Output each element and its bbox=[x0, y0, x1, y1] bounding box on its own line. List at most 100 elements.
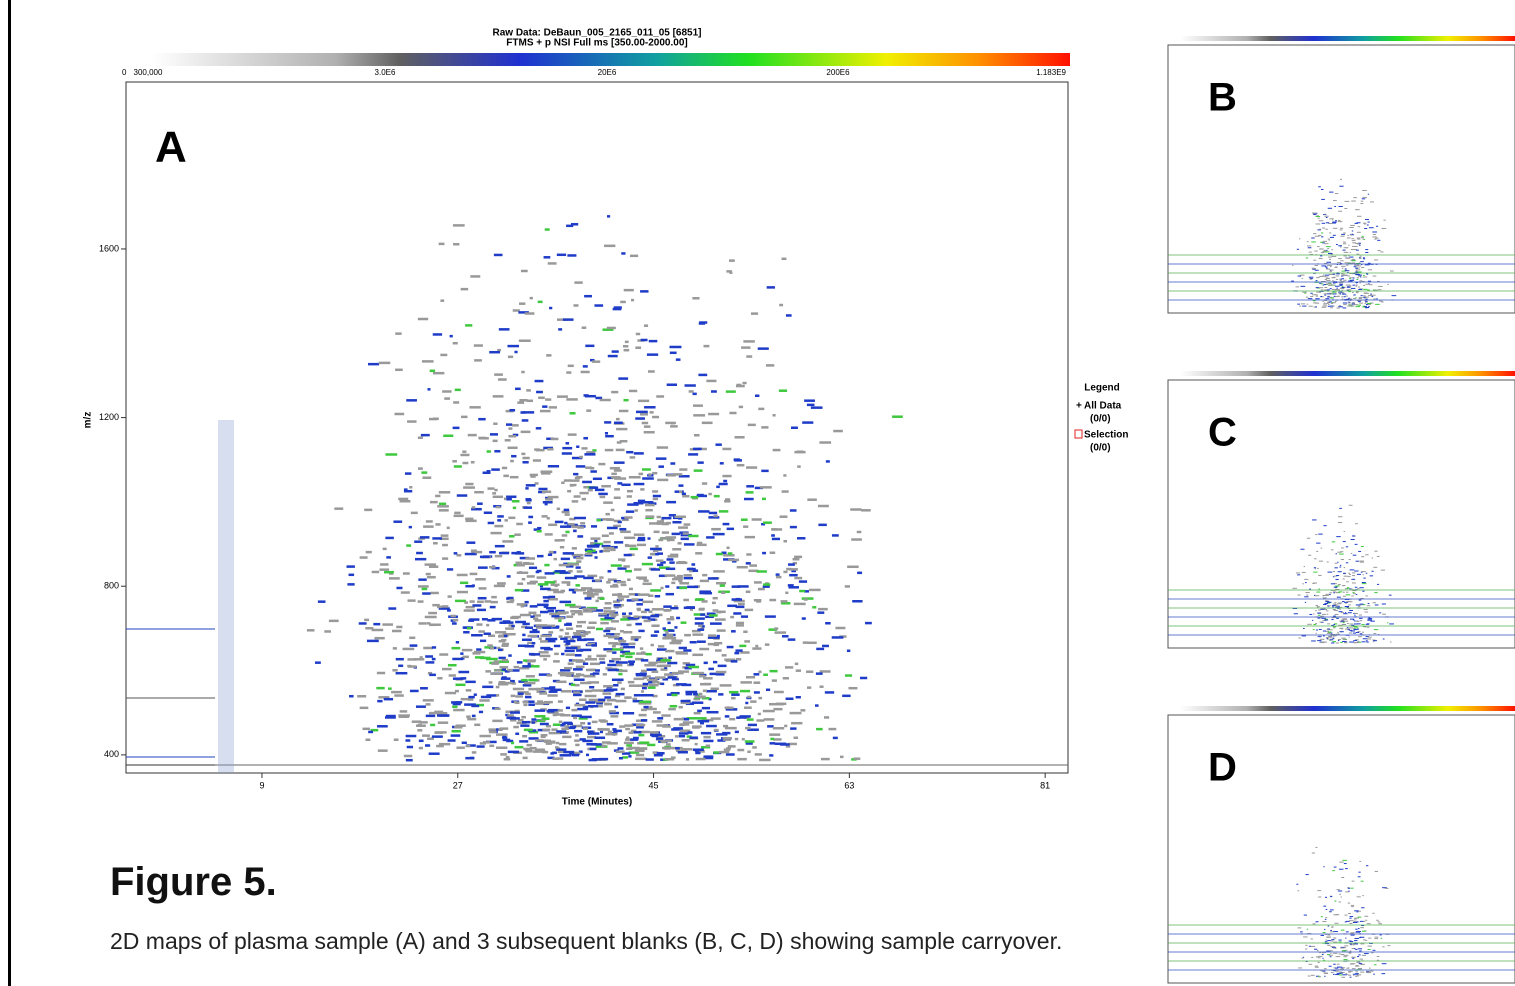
spot bbox=[1332, 289, 1335, 290]
spot bbox=[448, 595, 452, 598]
spot bbox=[800, 709, 805, 712]
spot bbox=[1337, 552, 1341, 553]
spot bbox=[1346, 581, 1349, 582]
spot bbox=[564, 672, 574, 675]
spot bbox=[1353, 197, 1357, 198]
spot bbox=[1333, 627, 1335, 628]
spot bbox=[713, 751, 719, 754]
spot bbox=[614, 422, 623, 425]
spot bbox=[816, 672, 823, 675]
spot bbox=[551, 584, 560, 587]
spot bbox=[526, 675, 535, 678]
spot bbox=[1352, 592, 1354, 593]
spot bbox=[1345, 270, 1349, 271]
spot bbox=[743, 631, 747, 634]
spot bbox=[489, 745, 494, 748]
spot bbox=[815, 704, 819, 707]
spot bbox=[1336, 592, 1337, 593]
spot bbox=[526, 659, 535, 662]
spot bbox=[1318, 218, 1320, 219]
spot bbox=[563, 318, 574, 321]
spot bbox=[1322, 614, 1326, 615]
spot bbox=[588, 608, 596, 611]
spot bbox=[775, 631, 787, 634]
spot bbox=[1322, 228, 1325, 229]
spot bbox=[486, 694, 497, 697]
spot bbox=[1332, 292, 1337, 293]
spot bbox=[566, 627, 573, 630]
spot bbox=[842, 695, 850, 698]
spot bbox=[667, 558, 674, 561]
spot bbox=[307, 629, 315, 632]
spot bbox=[539, 488, 548, 491]
spot bbox=[551, 438, 559, 441]
spot bbox=[639, 714, 647, 717]
spot bbox=[474, 344, 483, 347]
spot bbox=[1367, 627, 1370, 628]
spot bbox=[511, 742, 514, 745]
spot bbox=[1332, 219, 1333, 220]
spot bbox=[728, 552, 733, 555]
spot bbox=[684, 543, 695, 546]
spot bbox=[474, 724, 480, 727]
spot bbox=[507, 575, 511, 578]
spot bbox=[1360, 277, 1361, 278]
spot bbox=[1351, 553, 1353, 554]
spot bbox=[644, 620, 651, 623]
spot bbox=[1378, 286, 1382, 287]
spot bbox=[1360, 256, 1362, 257]
spot bbox=[729, 691, 738, 694]
spot bbox=[1340, 969, 1344, 970]
spot bbox=[828, 728, 836, 731]
spot bbox=[494, 585, 505, 588]
spot bbox=[1311, 946, 1315, 947]
spot bbox=[744, 498, 754, 501]
spot bbox=[540, 588, 551, 591]
spot bbox=[737, 758, 747, 761]
spot bbox=[1323, 597, 1324, 598]
spot bbox=[621, 484, 630, 487]
spot bbox=[557, 395, 568, 398]
spot bbox=[735, 731, 739, 734]
spot bbox=[716, 611, 721, 614]
spot bbox=[1344, 296, 1346, 297]
spot bbox=[756, 719, 764, 722]
spot bbox=[455, 389, 461, 392]
spot bbox=[616, 661, 619, 664]
spot bbox=[554, 558, 558, 561]
spot bbox=[1360, 562, 1364, 563]
spot bbox=[678, 542, 682, 545]
panel-label: D bbox=[1208, 746, 1237, 790]
spot bbox=[1321, 199, 1325, 200]
spot bbox=[1321, 265, 1326, 266]
spot bbox=[617, 595, 629, 598]
spot bbox=[736, 606, 745, 609]
spot bbox=[1341, 273, 1343, 274]
spot bbox=[1365, 920, 1367, 921]
spot bbox=[790, 526, 797, 529]
spot bbox=[1329, 950, 1333, 951]
spot bbox=[1332, 870, 1335, 871]
spot bbox=[398, 714, 410, 717]
spot bbox=[1324, 973, 1328, 974]
spot bbox=[666, 634, 673, 637]
spot bbox=[1326, 937, 1331, 938]
spot bbox=[1350, 235, 1352, 236]
spot bbox=[429, 752, 440, 755]
spot bbox=[477, 601, 484, 604]
spot bbox=[576, 557, 584, 560]
spot bbox=[702, 574, 707, 577]
spot bbox=[1326, 278, 1330, 279]
spot bbox=[693, 393, 697, 396]
spot bbox=[1318, 636, 1322, 637]
spot bbox=[567, 583, 571, 586]
spot bbox=[1357, 629, 1359, 630]
spot bbox=[537, 530, 542, 533]
spot bbox=[1390, 271, 1394, 272]
spot bbox=[453, 224, 465, 227]
spot bbox=[490, 672, 502, 675]
spot bbox=[1331, 927, 1333, 928]
spot bbox=[1353, 975, 1354, 976]
spot bbox=[662, 627, 665, 630]
spot bbox=[409, 486, 412, 489]
